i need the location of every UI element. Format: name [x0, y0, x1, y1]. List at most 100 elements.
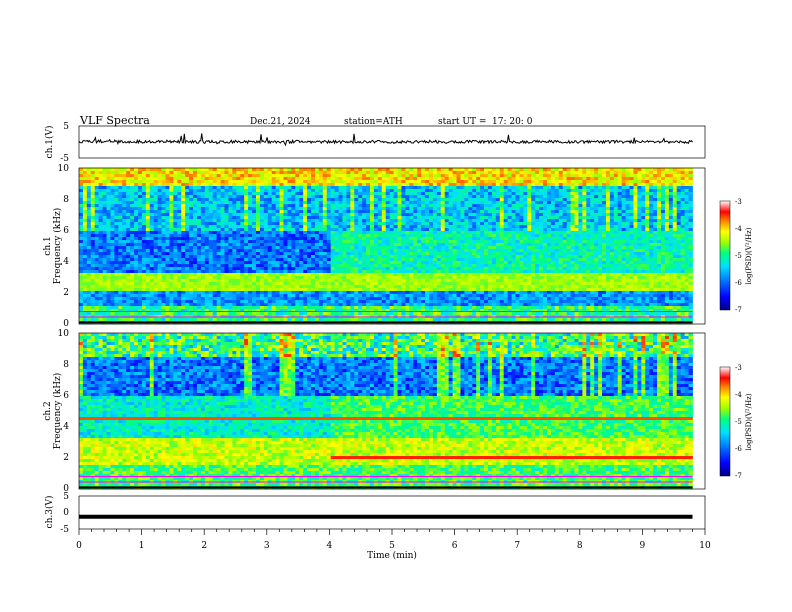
- spectrogram-cell: [134, 222, 138, 225]
- spectrogram-cell: [335, 171, 339, 174]
- spectrogram-cell: [401, 276, 405, 279]
- spectrogram-cell: [130, 207, 134, 210]
- spectrogram-cell: [138, 237, 142, 240]
- spectrogram-cell: [244, 306, 248, 309]
- spectrogram-cell: [107, 204, 111, 207]
- spectrogram-cell: [236, 240, 240, 243]
- spectrogram-cell: [272, 264, 276, 267]
- spectrogram-cell: [366, 249, 370, 252]
- spectrogram-cell: [228, 225, 232, 228]
- spectrogram-cell: [79, 243, 83, 246]
- spectrogram-cell: [232, 177, 236, 180]
- spectrogram-cell: [83, 225, 87, 228]
- spectrogram-cell: [327, 318, 331, 321]
- spectrogram-cell: [429, 288, 433, 291]
- spectrogram-cell: [264, 249, 268, 252]
- spectrogram-cell: [409, 264, 413, 267]
- spectrogram-cell: [150, 279, 154, 282]
- spectrogram-cell: [209, 282, 213, 285]
- spectrogram-cell: [213, 270, 217, 273]
- spectrogram-cell: [370, 231, 374, 234]
- spectrogram-cell: [244, 243, 248, 246]
- spectrogram-cell: [130, 306, 134, 309]
- spectrogram-cell: [158, 297, 162, 300]
- spectrogram-cell: [413, 255, 417, 258]
- spectrogram-cell: [142, 189, 146, 192]
- spectrogram-cell: [225, 243, 229, 246]
- spectrogram-cell: [240, 303, 244, 306]
- spectrogram-cell: [398, 174, 402, 177]
- spectrogram-cell: [311, 225, 315, 228]
- spectrogram-cell: [437, 294, 441, 297]
- spectrogram-cell: [283, 207, 287, 210]
- spectrogram-cell: [382, 189, 386, 192]
- spectrogram-cell: [350, 234, 354, 237]
- spectrogram-cell: [272, 297, 276, 300]
- spectrogram-cell: [240, 297, 244, 300]
- spectrogram-cell: [421, 192, 425, 195]
- spectrogram-cell: [244, 291, 248, 294]
- spectrogram-cell: [221, 177, 225, 180]
- spectrogram-cell: [87, 195, 91, 198]
- spectrogram-cell: [83, 180, 87, 183]
- spectrogram-cell: [209, 201, 213, 204]
- spectrogram-cell: [429, 222, 433, 225]
- spectrogram-cell: [162, 189, 166, 192]
- spectrogram-cell: [303, 279, 307, 282]
- spectrogram-cell: [244, 240, 248, 243]
- spectrogram-cell: [114, 204, 118, 207]
- spectrogram-cell: [177, 204, 181, 207]
- spectrogram-cell: [142, 261, 146, 264]
- spectrogram-cell: [193, 177, 197, 180]
- spectrogram-cell: [311, 192, 315, 195]
- spectrogram-cell: [378, 219, 382, 222]
- spectrogram-cell: [134, 294, 138, 297]
- spectrogram-cell: [346, 171, 350, 174]
- spectrogram-cell: [366, 237, 370, 240]
- spectrogram-cell: [83, 306, 87, 309]
- spectrogram-cell: [374, 258, 378, 261]
- spectrogram-cell: [118, 225, 122, 228]
- spectrogram-cell: [248, 189, 252, 192]
- spectrogram-cell: [307, 225, 311, 228]
- spectrogram-cell: [354, 231, 358, 234]
- spectrogram-cell: [138, 285, 142, 288]
- spectrogram-cell: [162, 297, 166, 300]
- spectrogram-cell: [374, 288, 378, 291]
- spectrogram-cell: [107, 303, 111, 306]
- spectrogram-cell: [193, 273, 197, 276]
- spectrogram-cell: [122, 225, 126, 228]
- spectrogram-cell: [382, 270, 386, 273]
- spectrogram-cell: [287, 294, 291, 297]
- spectrogram-cell: [103, 186, 107, 189]
- spectrogram-cell: [327, 174, 331, 177]
- spectrogram-cell: [150, 168, 154, 171]
- spectrogram-cell: [142, 291, 146, 294]
- spectrogram-cell: [276, 258, 280, 261]
- spectrogram-cell: [319, 291, 323, 294]
- spectrogram-cell: [256, 210, 260, 213]
- spectrogram-cell: [268, 291, 272, 294]
- spectrogram-cell: [272, 267, 276, 270]
- spectrogram-cell: [390, 291, 394, 294]
- spectrogram-cell: [409, 258, 413, 261]
- spectrogram-cell: [91, 255, 95, 258]
- spectrogram-cell: [272, 177, 276, 180]
- spectrogram-cell: [287, 222, 291, 225]
- spectrogram-cell: [358, 231, 362, 234]
- spectrogram-cell: [453, 258, 457, 261]
- spectrogram-cell: [256, 252, 260, 255]
- spectrogram-cell: [260, 168, 264, 171]
- spectrogram-cell: [91, 306, 95, 309]
- spectrogram-cell: [421, 261, 425, 264]
- spectrogram-cell: [272, 168, 276, 171]
- spectrogram-cell: [79, 174, 83, 177]
- spectrogram-cell: [146, 180, 150, 183]
- spectrogram-cell: [342, 261, 346, 264]
- spectrogram-cell: [114, 201, 118, 204]
- spectrogram-cell: [193, 183, 197, 186]
- spectrogram-cell: [445, 237, 449, 240]
- spectrogram-cell: [248, 285, 252, 288]
- spectrogram-cell: [217, 195, 221, 198]
- spectrogram-cell: [193, 264, 197, 267]
